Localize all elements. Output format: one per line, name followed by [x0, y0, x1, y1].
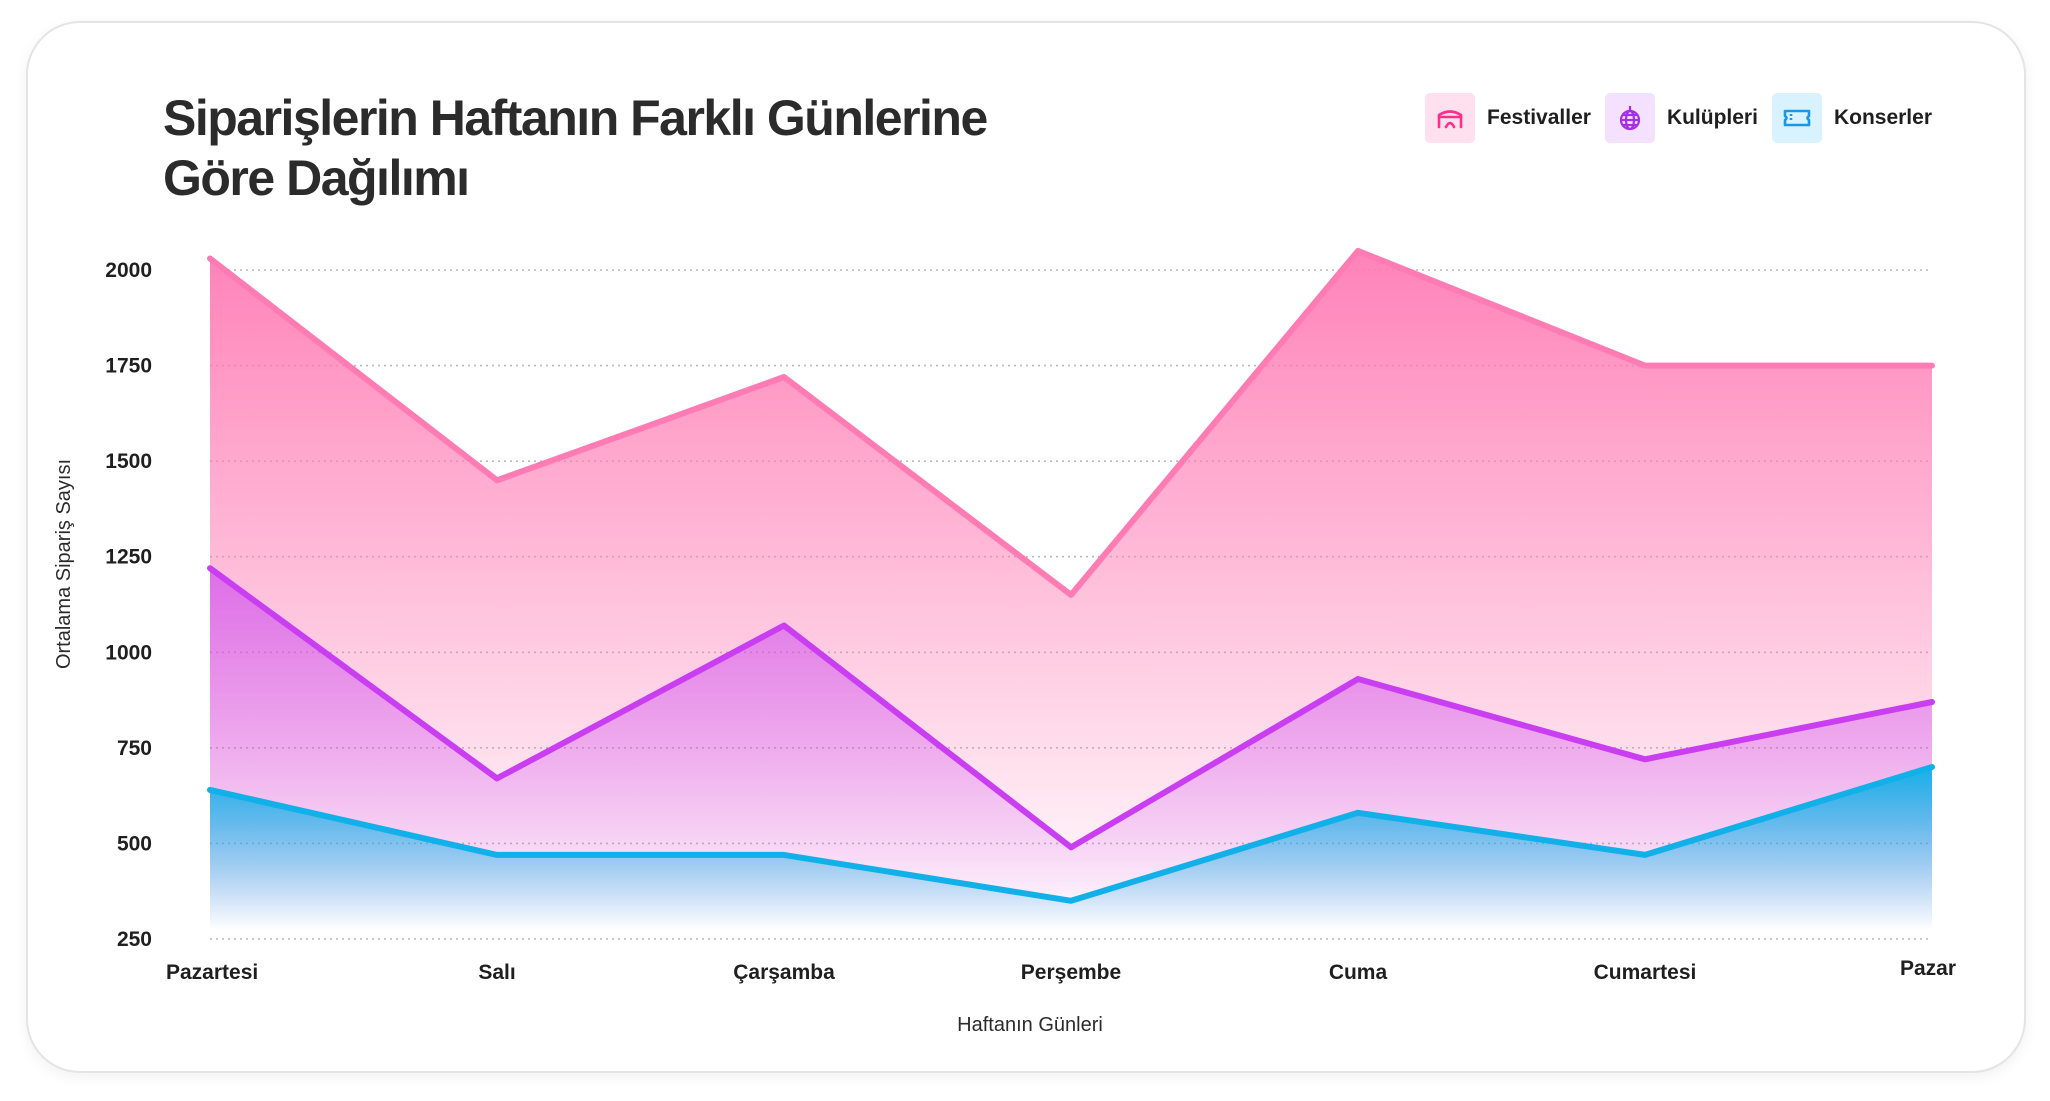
x-tick-label: Çarşamba: [733, 961, 835, 984]
disco-ball-icon: [1604, 93, 1655, 143]
y-tick-label: 500: [117, 832, 152, 855]
series-lines: [207, 247, 1935, 904]
legend-label: Kulüpleri: [1666, 106, 1758, 129]
y-tick-label: 1500: [105, 450, 152, 473]
series-line-1[interactable]: [207, 565, 1935, 851]
x-tick-label: Perşembe: [1021, 961, 1121, 984]
chart-title: Siparişlerin Haftanın Farklı Günlerine G…: [163, 90, 988, 206]
legend-item-konserler[interactable]: Konserler: [1771, 93, 1932, 143]
x-tick-label: Pazartesi: [166, 961, 258, 984]
ticket-icon: [1771, 93, 1822, 143]
y-tick-label: 2000: [105, 259, 152, 282]
x-tick-label: Salı: [478, 961, 515, 984]
x-axis-ticks: Pazartesi Salı Çarşamba Perşembe Cuma Cumarte…: [166, 957, 1956, 984]
tent-icon: [1425, 93, 1476, 143]
series-line-2[interactable]: [207, 764, 1935, 904]
legend-label: Festivaller: [1487, 106, 1591, 129]
y-axis-title: Ortalama Sipariş Sayısı: [53, 459, 75, 669]
legend-item-festivaller[interactable]: Festivaller: [1425, 93, 1591, 143]
y-tick-label: 1750: [105, 355, 152, 378]
legend-label: Konserler: [1833, 106, 1932, 129]
x-axis-title: Haftanın Günleri: [957, 1014, 1103, 1036]
x-tick-label: Pazar: [1900, 957, 1956, 980]
y-tick-label: 750: [117, 737, 152, 760]
x-tick-label: Cuma: [1329, 961, 1388, 984]
y-tick-label: 1000: [105, 641, 152, 664]
series-line-0[interactable]: [207, 247, 1935, 598]
series-areas: [210, 250, 1932, 930]
y-tick-label: 250: [117, 928, 152, 951]
series-area-2: [210, 767, 1932, 930]
legend-item-kulupleri[interactable]: Kulüpleri: [1604, 93, 1758, 143]
x-tick-label: Cumartesi: [1594, 961, 1697, 984]
legend: Festivaller Kulüpleri: [1411, 93, 1932, 143]
y-tick-label: 1250: [105, 546, 152, 569]
y-axis-ticks: 2000 1750 1500 1250 1000 750 500 250: [105, 259, 152, 951]
